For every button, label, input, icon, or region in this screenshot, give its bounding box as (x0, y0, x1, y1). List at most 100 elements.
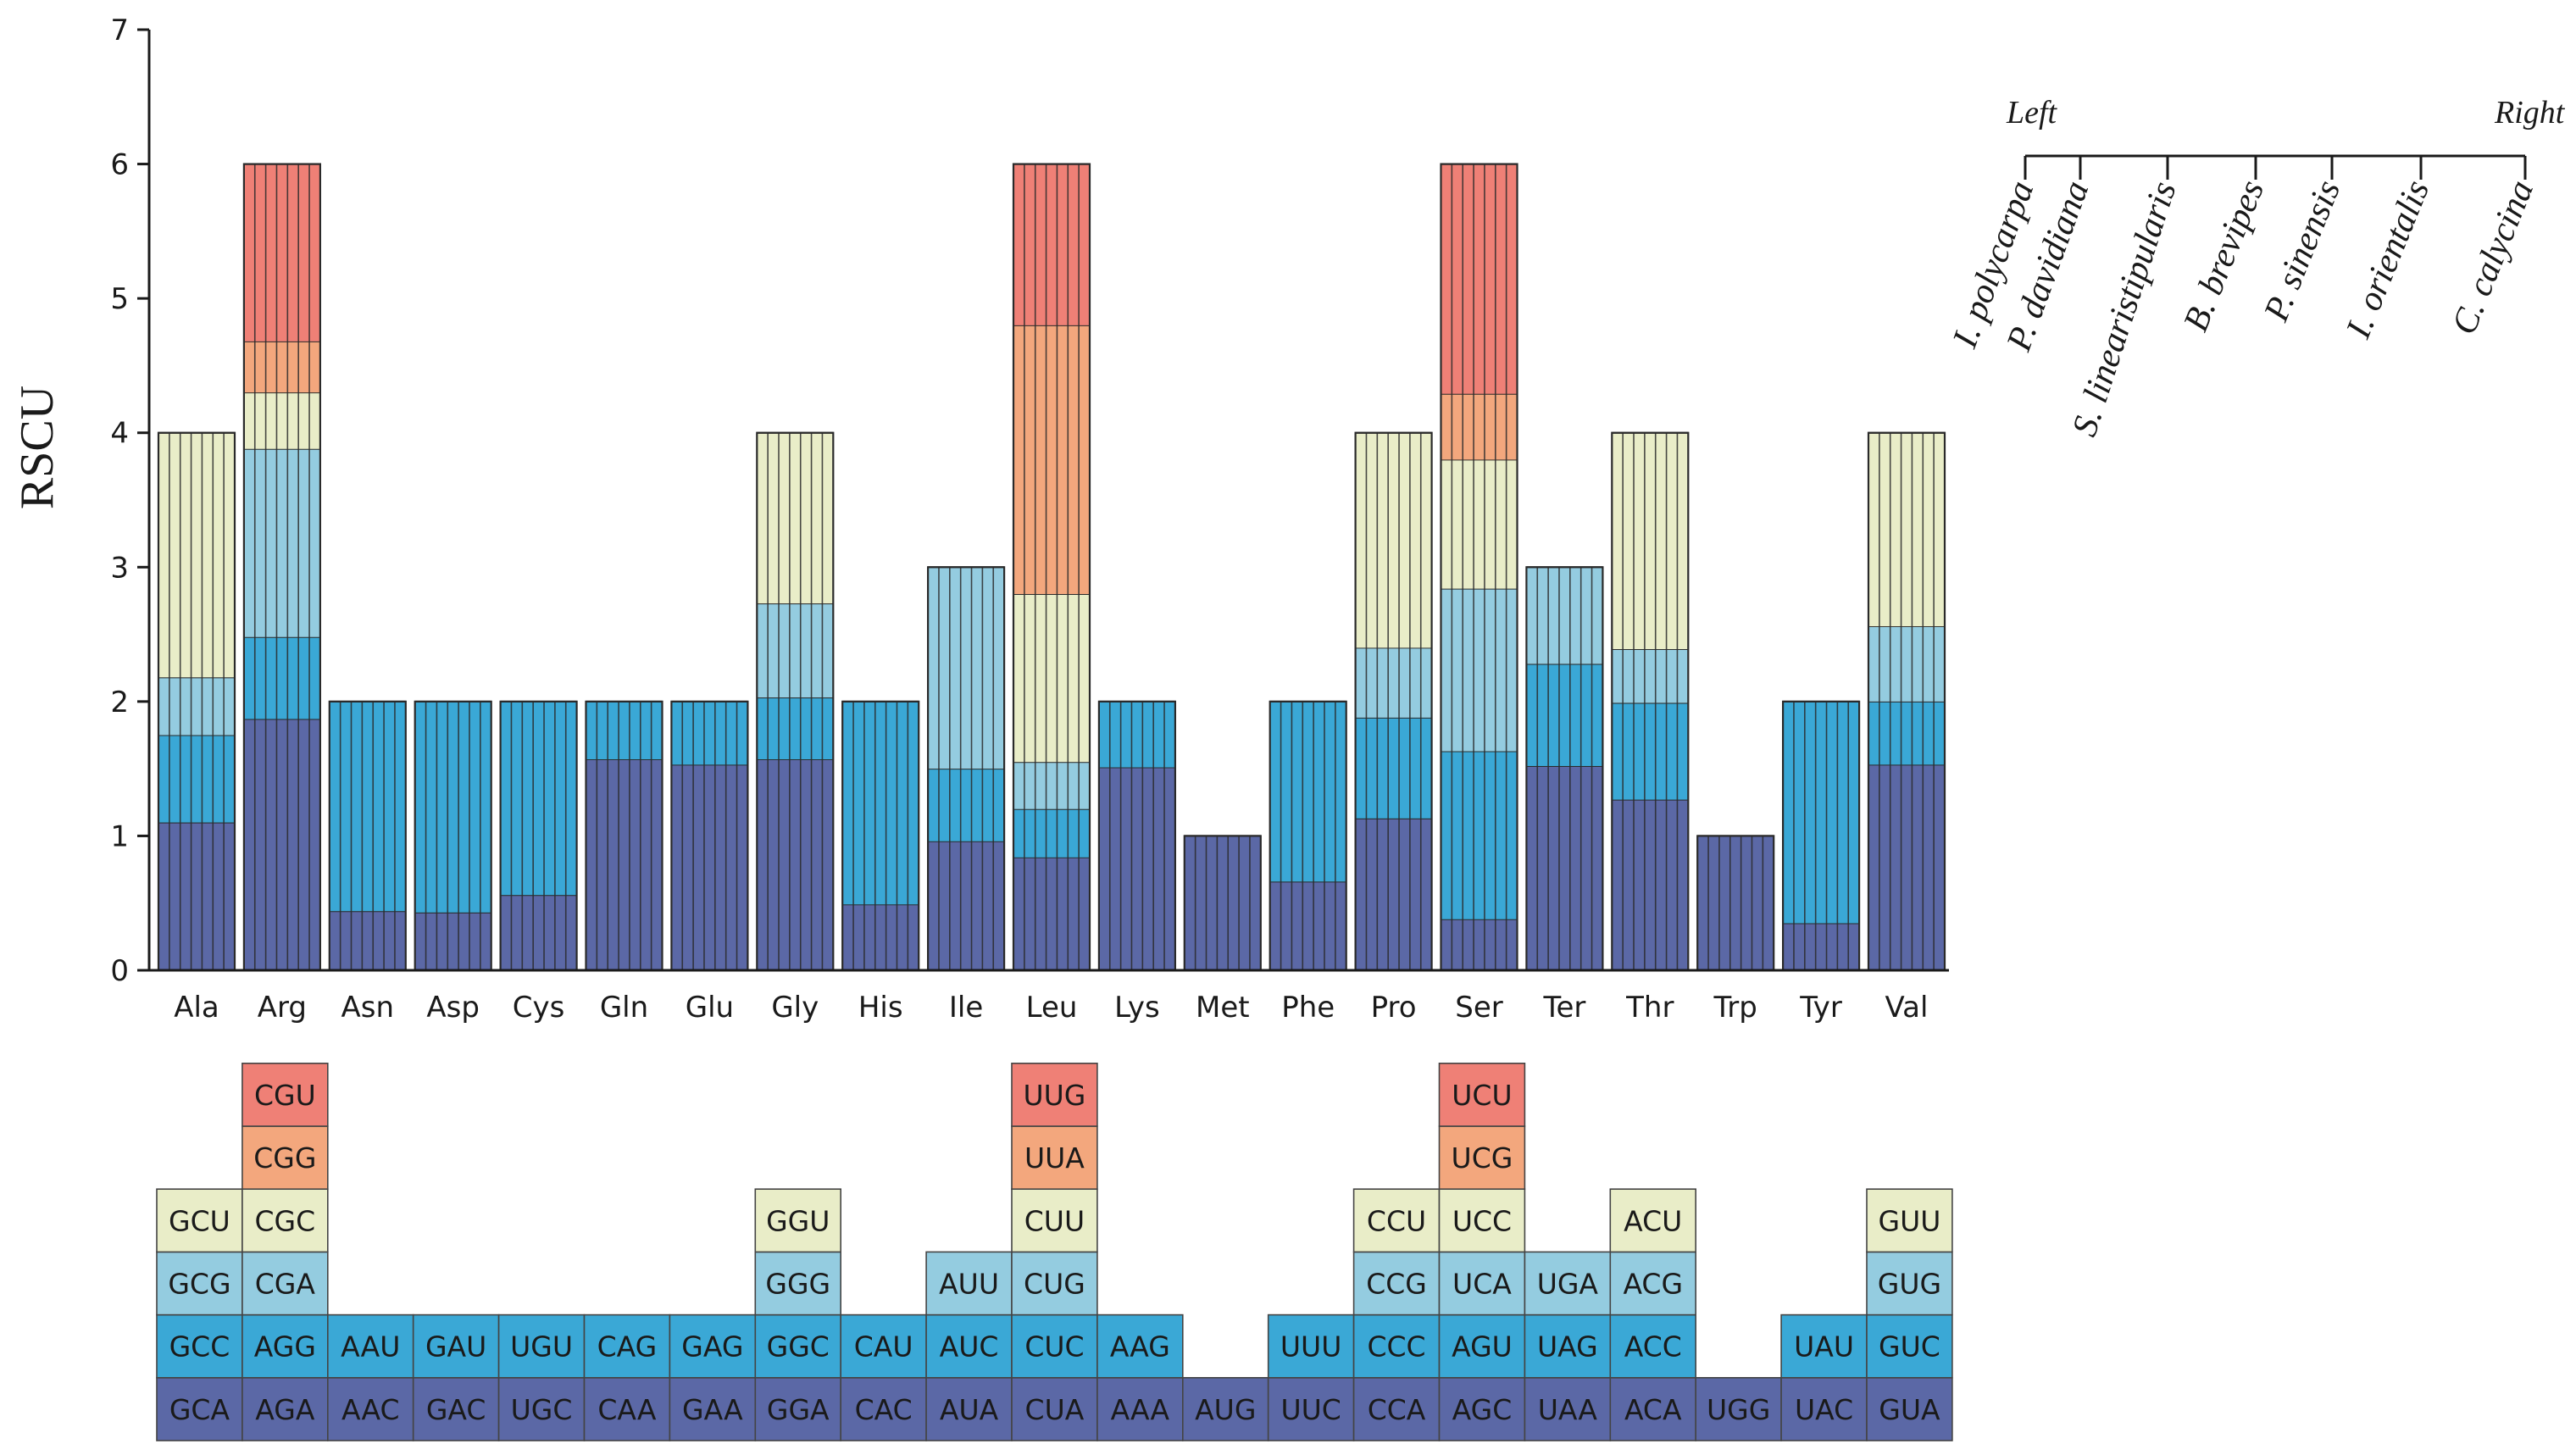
codon-cell-bg (242, 1251, 329, 1316)
codon-cell-caa: CAA (583, 1377, 671, 1441)
codon-cell-uuu: UUU (1267, 1313, 1355, 1379)
codon-cell-acg: ACG (1609, 1251, 1697, 1316)
bar-segment-guc (1868, 701, 1945, 765)
x-tick-label-ser: Ser (1455, 991, 1503, 1025)
codon-cell-bg (1609, 1377, 1697, 1441)
codon-cell-gcu: GCU (156, 1188, 243, 1253)
codon-cell-uau: UAU (1780, 1313, 1868, 1379)
codon-cell-gga: GGA (754, 1377, 841, 1441)
codon-cell-bg (754, 1188, 841, 1253)
codon-cell-bg (754, 1251, 841, 1316)
codon-label: GAU (425, 1330, 486, 1363)
codon-cell-aag: AAG (1096, 1313, 1184, 1379)
codon-cell-ucc: UCC (1438, 1188, 1526, 1253)
bar-segment-cac (842, 904, 919, 970)
bar-segment-cua (1013, 857, 1090, 970)
codon-label: CAA (597, 1393, 657, 1426)
x-tick-label-leu: Leu (1026, 991, 1078, 1025)
codon-cell-bg (326, 1313, 414, 1379)
codon-cell-bg (754, 1377, 841, 1441)
bar-group-ter (1525, 566, 1604, 972)
codon-label: CUC (1024, 1330, 1084, 1363)
legend-species-5: P. sinensis (2257, 175, 2348, 328)
codon-cell-bg (1780, 1377, 1868, 1441)
codon-cell-ugg: UGG (1695, 1377, 1782, 1441)
legend-species-6: I. orientalis (2339, 175, 2437, 345)
codon-label: ACC (1624, 1330, 1682, 1363)
bar-segment-aga (243, 719, 320, 970)
bar-group-tyr (1782, 700, 1861, 972)
codon-cell-uac: UAC (1780, 1377, 1868, 1441)
codon-cell-ugu: UGU (497, 1313, 586, 1379)
codon-label: ACA (1624, 1393, 1682, 1426)
bar-segment-uug (1013, 164, 1090, 325)
bar-segment-cga (243, 448, 320, 637)
codon-cell-bg (412, 1377, 500, 1441)
bar-segment-uac (1783, 923, 1860, 970)
bar-segment-gca (158, 822, 235, 970)
codon-label: CAU (854, 1330, 913, 1363)
bar-segment-ucu (1441, 164, 1518, 394)
codon-cell-aaa: AAA (1096, 1377, 1184, 1441)
bar-segment-aac (329, 911, 406, 970)
codon-cell-bg (1011, 1251, 1098, 1316)
codon-cell-bg (840, 1313, 927, 1379)
codon-cell-bg (1267, 1313, 1355, 1379)
codon-cell-agc: AGC (1438, 1377, 1526, 1441)
codon-label: CCA (1368, 1393, 1426, 1426)
codon-label: UUC (1280, 1393, 1341, 1426)
codon-cell-bg (497, 1313, 586, 1379)
codon-cell-aua: AUA (925, 1377, 1013, 1441)
codon-cell-acc: ACC (1609, 1313, 1697, 1379)
bar-segment-ggu (757, 432, 834, 604)
bar-segment-ucc (1441, 459, 1518, 589)
codon-cell-ccu: CCU (1352, 1188, 1441, 1253)
codon-label: CCC (1367, 1330, 1425, 1363)
codon-label: CUU (1024, 1204, 1085, 1237)
bar-segment-ugg (1697, 836, 1774, 970)
bar-segment-ugc (500, 895, 577, 970)
codon-cell-gug: GUG (1866, 1251, 1953, 1316)
codon-cell-aca: ACA (1609, 1377, 1697, 1441)
codon-cell-bg (925, 1313, 1013, 1379)
codon-label: ACU (1624, 1204, 1682, 1237)
bar-segment-uag (1526, 664, 1603, 766)
codon-cell-bg (156, 1188, 243, 1253)
x-tick-label-asn: Asn (341, 991, 395, 1025)
codon-cell-bg (1866, 1377, 1953, 1441)
codon-cell-bg (1524, 1313, 1612, 1379)
codon-label: GUG (1878, 1268, 1941, 1301)
bar-group-his (841, 700, 920, 972)
bar-segment-cug (1013, 762, 1090, 809)
codon-cell-uug: UUG (1011, 1063, 1098, 1127)
codon-label: UCC (1452, 1204, 1512, 1237)
codon-label: AGC (1452, 1393, 1513, 1426)
bar-segment-aaa (1098, 767, 1175, 970)
codon-cell-ccc: CCC (1352, 1313, 1441, 1379)
codon-cell-uua: UUA (1011, 1125, 1098, 1190)
bar-segment-guu (1868, 432, 1945, 627)
x-tick-label-thr: Thr (1625, 991, 1674, 1025)
y-tick-label: 2 (110, 686, 129, 719)
codon-cell-gag: GAG (669, 1313, 757, 1379)
codon-label: CGC (255, 1204, 316, 1237)
codon-label: UAC (1795, 1393, 1853, 1426)
bar-segment-ggc (757, 697, 834, 760)
codon-label: GUC (1879, 1330, 1940, 1363)
codon-label: AGA (255, 1393, 315, 1426)
bar-group-met (1183, 835, 1262, 972)
codon-cell-cug: CUG (1011, 1251, 1098, 1316)
codon-label: CUG (1024, 1268, 1085, 1301)
codon-cell-aug: AUG (1182, 1377, 1269, 1441)
codon-cell-bg (1609, 1188, 1697, 1253)
codon-label: GAA (682, 1393, 743, 1426)
codon-cell-cca: CCA (1352, 1377, 1441, 1441)
codon-cell-ucg: UCG (1438, 1125, 1526, 1190)
codon-label: CGG (253, 1141, 316, 1175)
bar-segment-gcg (158, 677, 235, 736)
y-tick-label: 0 (110, 954, 129, 988)
codon-cell-ucu: UCU (1438, 1063, 1526, 1127)
bar-group-asp (414, 700, 492, 972)
codon-cell-cau: CAU (840, 1313, 927, 1379)
codon-label: UCG (1452, 1141, 1513, 1175)
